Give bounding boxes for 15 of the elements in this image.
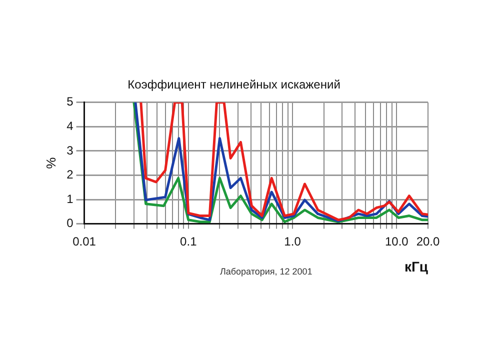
y-tick-label: 5 xyxy=(66,94,74,109)
chart-title: Коэффициент нелинейных искажений xyxy=(128,78,340,92)
x-tick-label: 10.0 xyxy=(384,234,409,248)
y-tick-label: 1 xyxy=(66,192,74,206)
x-tick-label: 0.01 xyxy=(72,234,96,248)
x-tick-label: 20.0 xyxy=(416,234,440,248)
y-tick-label: 2 xyxy=(66,168,74,182)
x-axis-title: кГц xyxy=(404,258,428,274)
x-tick-label: 1.0 xyxy=(284,234,302,248)
y-tick-label: 4 xyxy=(66,118,74,133)
y-tick-label: 3 xyxy=(66,143,74,158)
y-tick-label: 0 xyxy=(66,216,74,230)
text: Лаборатория, 12 2001 xyxy=(220,266,312,276)
x-tick-label: 0.1 xyxy=(180,234,198,248)
y-axis-title: % xyxy=(43,156,58,169)
